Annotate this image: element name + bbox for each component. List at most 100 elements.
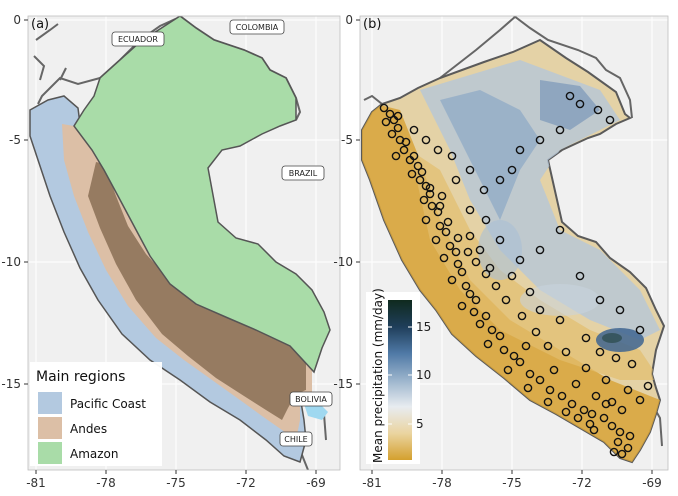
station-marker xyxy=(457,301,467,311)
region-andes-texture xyxy=(88,162,306,420)
station-marker xyxy=(447,275,457,285)
station-marker xyxy=(535,135,545,145)
station-marker xyxy=(433,145,443,155)
station-marker xyxy=(549,365,559,375)
station-marker xyxy=(463,247,473,257)
station-markers xyxy=(379,91,653,459)
station-marker xyxy=(535,375,545,385)
panel-a-x-axis: -81 -78 -75 -72 -69 xyxy=(26,470,326,490)
station-marker xyxy=(453,259,463,269)
station-marker xyxy=(381,117,391,127)
station-marker xyxy=(413,161,423,171)
country-label-brazil: BRAZIL xyxy=(281,165,325,181)
station-marker xyxy=(457,267,467,277)
station-marker xyxy=(579,405,589,415)
station-marker xyxy=(555,225,565,235)
precipitation-shading xyxy=(362,60,660,462)
station-marker xyxy=(555,315,565,325)
station-marker xyxy=(535,245,545,255)
station-marker xyxy=(627,359,637,369)
station-marker xyxy=(401,137,411,147)
panel-a-label: (a) xyxy=(31,17,49,32)
station-marker xyxy=(437,191,447,201)
station-marker xyxy=(617,405,627,415)
station-marker xyxy=(543,341,553,351)
station-marker xyxy=(509,351,519,361)
station-marker xyxy=(515,357,525,367)
x-tick-label: -78 xyxy=(96,476,116,490)
panel-a-frame xyxy=(27,15,341,471)
station-marker xyxy=(525,369,535,379)
station-marker xyxy=(515,255,525,265)
station-marker xyxy=(419,195,429,205)
station-marker xyxy=(425,183,435,193)
station-marker xyxy=(535,305,545,315)
station-marker xyxy=(487,325,497,335)
station-marker xyxy=(447,151,457,161)
country-name: ECUADOR xyxy=(118,35,158,44)
regions-legend: Main regions Pacific Coast Andes Amazon xyxy=(30,362,162,466)
station-marker xyxy=(465,289,475,299)
station-marker xyxy=(479,185,489,195)
station-marker xyxy=(471,295,481,305)
legend-title: Main regions xyxy=(36,369,125,385)
station-marker xyxy=(393,123,403,133)
colorbar-title: Mean precipitation (mm/day) xyxy=(371,288,385,463)
x-tick-label: -81 xyxy=(26,476,46,490)
x-tick-label: -75 xyxy=(166,476,186,490)
station-marker xyxy=(409,125,419,135)
station-marker xyxy=(435,201,445,211)
station-marker xyxy=(531,327,541,337)
legend-swatch-amazon xyxy=(38,442,62,464)
station-marker xyxy=(485,263,495,273)
station-marker xyxy=(415,175,425,185)
station-marker xyxy=(391,151,401,161)
station-marker xyxy=(543,397,553,407)
legend-label-amazon: Amazon xyxy=(70,447,119,461)
y-tick-label: -10 xyxy=(333,255,353,269)
station-marker xyxy=(387,129,397,139)
y-tick-label: 0 xyxy=(13,13,21,27)
y-tick-label: -5 xyxy=(341,133,353,147)
station-marker xyxy=(623,443,633,453)
station-marker xyxy=(595,347,605,357)
panel-a: ECUADOR COLOMBIA BRAZIL BOLIVIA CHILE (a… xyxy=(1,13,341,490)
x-tick-label: -75 xyxy=(502,476,522,490)
station-marker xyxy=(589,425,599,435)
station-marker xyxy=(567,399,577,409)
colorbar-tick-label: 15 xyxy=(416,320,431,334)
station-marker xyxy=(517,311,527,321)
station-marker xyxy=(445,241,455,251)
station-marker xyxy=(557,391,567,401)
station-marker xyxy=(595,295,605,305)
station-marker xyxy=(585,419,595,429)
station-marker xyxy=(427,201,437,211)
station-marker xyxy=(581,363,591,373)
station-marker xyxy=(441,227,451,237)
station-marker xyxy=(503,365,513,375)
station-marker xyxy=(379,103,389,113)
x-tick-label: -78 xyxy=(432,476,452,490)
station-marker xyxy=(591,391,601,401)
station-marker xyxy=(605,115,615,125)
station-marker xyxy=(495,235,505,245)
station-marker xyxy=(515,145,525,155)
lake-titicaca xyxy=(304,402,328,420)
station-marker xyxy=(481,215,491,225)
country-label-bolivia: BOLIVIA xyxy=(289,391,333,407)
station-marker xyxy=(385,109,395,119)
station-marker xyxy=(507,165,517,175)
y-tick-label: -10 xyxy=(1,255,21,269)
legend-label-pacific-coast: Pacific Coast xyxy=(70,397,146,411)
y-tick-label: -5 xyxy=(9,133,21,147)
station-marker xyxy=(409,151,419,161)
station-marker xyxy=(623,385,633,395)
station-marker xyxy=(635,395,645,405)
panel-a-y-axis: 0 -5 -10 -15 xyxy=(1,13,28,391)
colorbar-tick-label: 10 xyxy=(416,368,431,382)
country-label-ecuador: ECUADOR xyxy=(111,31,165,47)
station-marker xyxy=(599,413,609,423)
station-marker xyxy=(475,319,485,329)
y-tick-label: -15 xyxy=(333,377,353,391)
